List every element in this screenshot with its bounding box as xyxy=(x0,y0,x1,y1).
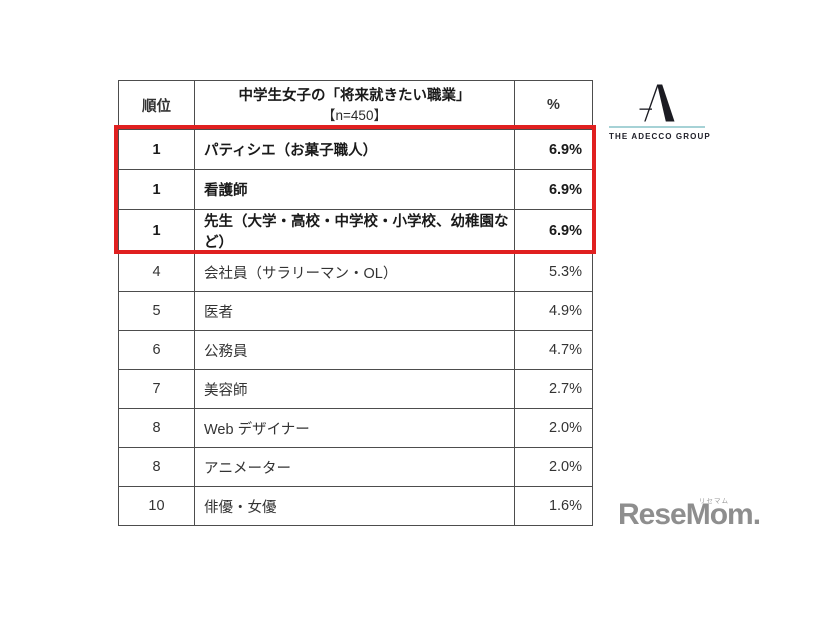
table-row: 6 公務員 4.7% xyxy=(118,330,593,370)
job-cell: 公務員 xyxy=(194,330,515,370)
adecco-divider xyxy=(609,126,705,128)
adecco-logo: THE ADECCO GROUP xyxy=(609,82,711,141)
rank-cell: 4 xyxy=(118,252,195,292)
job-cell: 美容師 xyxy=(194,369,515,409)
table-row: 1 看護師 6.9% xyxy=(118,169,593,210)
job-cell: 看護師 xyxy=(194,169,515,210)
job-cell: 医者 xyxy=(194,291,515,331)
percent-cell: 1.6% xyxy=(514,486,593,526)
percent-column-header: % xyxy=(514,80,593,130)
jobs-ranking-table: 順位 中学生女子の「将来就きたい職業」 【n=450】 % 1 パティシエ（お菓… xyxy=(118,80,593,526)
percent-cell: 2.0% xyxy=(514,408,593,448)
rank-cell: 8 xyxy=(118,408,195,448)
percent-cell: 6.9% xyxy=(514,169,593,210)
table-row: 8 Web デザイナー 2.0% xyxy=(118,408,593,448)
rank-cell: 7 xyxy=(118,369,195,409)
percent-cell: 6.9% xyxy=(514,209,593,253)
resemom-ruby-text: リセマム xyxy=(699,498,729,505)
rank-cell: 8 xyxy=(118,447,195,487)
job-header-title: 中学生女子の「将来就きたい職業」 xyxy=(238,87,471,104)
job-column-header: 中学生女子の「将来就きたい職業」 【n=450】 xyxy=(194,80,515,130)
header-row: 順位 中学生女子の「将来就きたい職業」 【n=450】 % xyxy=(118,80,593,130)
rank-cell: 1 xyxy=(118,209,195,253)
adecco-a-icon xyxy=(639,84,675,122)
table-row: 10 俳優・女優 1.6% xyxy=(118,486,593,526)
percent-cell: 6.9% xyxy=(514,129,593,170)
rank-column-header: 順位 xyxy=(118,80,195,130)
job-cell: 俳優・女優 xyxy=(194,486,515,526)
table-row: 8 アニメーター 2.0% xyxy=(118,447,593,487)
rank-cell: 1 xyxy=(118,129,195,170)
rank-cell: 10 xyxy=(118,486,195,526)
table-row: 5 医者 4.9% xyxy=(118,291,593,331)
table-row: 1 先生（大学・高校・中学校・小学校、幼稚園など） 6.9% xyxy=(118,209,593,253)
rank-cell: 5 xyxy=(118,291,195,331)
table-row: 7 美容師 2.7% xyxy=(118,369,593,409)
ranking-table: 順位 中学生女子の「将来就きたい職業」 【n=450】 % 1 パティシエ（お菓… xyxy=(114,80,596,526)
resemom-logo: リセマム ReseMom. xyxy=(618,498,761,531)
job-header-sample-size: 【n=450】 xyxy=(322,107,387,123)
job-cell: 会社員（サラリーマン・OL） xyxy=(194,252,515,292)
table-row: 4 会社員（サラリーマン・OL） 5.3% xyxy=(118,252,593,292)
job-cell: アニメーター xyxy=(194,447,515,487)
rank-cell: 6 xyxy=(118,330,195,370)
job-cell: 先生（大学・高校・中学校・小学校、幼稚園など） xyxy=(194,209,515,253)
adecco-wordmark: THE ADECCO GROUP xyxy=(609,132,711,141)
table-row: 1 パティシエ（お菓子職人） 6.9% xyxy=(118,129,593,170)
percent-cell: 2.0% xyxy=(514,447,593,487)
resemom-wordmark: ReseMom. xyxy=(618,498,761,531)
job-cell: Web デザイナー xyxy=(194,408,515,448)
percent-cell: 5.3% xyxy=(514,252,593,292)
percent-cell: 4.9% xyxy=(514,291,593,331)
job-cell: パティシエ（お菓子職人） xyxy=(194,129,515,170)
rank-cell: 1 xyxy=(118,169,195,210)
percent-cell: 4.7% xyxy=(514,330,593,370)
percent-cell: 2.7% xyxy=(514,369,593,409)
